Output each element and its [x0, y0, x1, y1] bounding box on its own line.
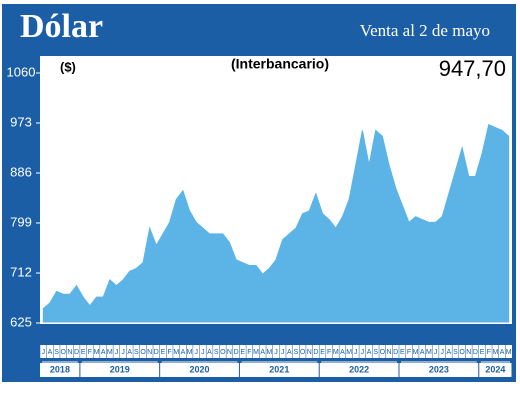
x-tick-label: O [61, 349, 67, 356]
x-tick-label: N [147, 349, 152, 356]
x-tick-label: M [173, 349, 179, 356]
x-tick-label: M [506, 349, 512, 356]
x-tick-label: A [127, 349, 132, 356]
x-tick-label: O [140, 349, 146, 356]
x-tick-label: E [400, 349, 405, 356]
last-value: 947,70 [439, 56, 506, 81]
x-tick-label: M [266, 349, 272, 356]
x-tick-label: S [294, 349, 299, 356]
x-tick-label: E [161, 349, 166, 356]
x-tick-label: J [274, 349, 278, 356]
x-tick-label: J [201, 349, 205, 356]
chart-note: (Interbancario) [231, 56, 329, 72]
x-tick-label: N [227, 349, 232, 356]
y-tick-label: 1060 [7, 64, 36, 79]
x-tick-label: E [81, 349, 86, 356]
axis-strip [40, 345, 512, 358]
x-tick-label: A [101, 349, 106, 356]
x-tick-label: O [220, 349, 226, 356]
x-tick-label: A [181, 349, 186, 356]
y-tick-label: 625 [10, 314, 32, 329]
x-tick-label: S [134, 349, 139, 356]
year-label: 2022 [349, 364, 369, 374]
x-tick-label: M [333, 349, 339, 356]
year-label: 2020 [190, 364, 210, 374]
x-tick-label: D [234, 349, 239, 356]
x-tick-label: M [346, 349, 352, 356]
x-tick-label: J [42, 349, 46, 356]
x-tick-label: J [440, 349, 444, 356]
x-tick-label: S [214, 349, 219, 356]
year-label: 2019 [110, 364, 130, 374]
x-tick-label: S [373, 349, 378, 356]
x-tick-label: M [107, 349, 113, 356]
x-tick-label: D [74, 349, 79, 356]
x-tick-label: M [187, 349, 193, 356]
x-tick-label: J [121, 349, 125, 356]
x-tick-label: N [386, 349, 391, 356]
x-tick-label: J [194, 349, 198, 356]
x-tick-label: O [300, 349, 306, 356]
year-label: 2021 [269, 364, 289, 374]
x-tick-label: J [281, 349, 285, 356]
year-label: 2023 [429, 364, 449, 374]
x-tick-label: D [313, 349, 318, 356]
year-label: 2024 [485, 364, 505, 374]
x-tick-label: A [447, 349, 452, 356]
x-tick-label: A [367, 349, 372, 356]
x-tick-label: A [260, 349, 265, 356]
x-tick-label: M [492, 349, 498, 356]
x-tick-label: A [287, 349, 292, 356]
x-tick-label: A [420, 349, 425, 356]
x-tick-label: E [240, 349, 245, 356]
x-tick-label: M [253, 349, 259, 356]
y-tick-label: 973 [10, 114, 32, 129]
x-tick-label: N [466, 349, 471, 356]
header-band [2, 4, 516, 52]
x-tick-label: J [115, 349, 119, 356]
year-label: 2018 [50, 364, 70, 374]
x-tick-label: N [67, 349, 72, 356]
chart-title: Dólar [20, 8, 103, 45]
x-tick-label: F [327, 349, 331, 356]
x-tick-label: N [307, 349, 312, 356]
x-tick-label: A [48, 349, 53, 356]
x-tick-label: F [88, 349, 92, 356]
x-tick-label: E [320, 349, 325, 356]
x-tick-label: J [434, 349, 438, 356]
year-strip [40, 363, 512, 377]
x-tick-label: O [459, 349, 465, 356]
x-tick-label: F [407, 349, 411, 356]
x-tick-label: F [487, 349, 491, 356]
x-tick-label: M [426, 349, 432, 356]
x-tick-label: S [54, 349, 59, 356]
y-tick-label: 799 [10, 214, 32, 229]
x-tick-label: A [207, 349, 212, 356]
x-tick-label: D [393, 349, 398, 356]
x-tick-label: J [354, 349, 358, 356]
x-tick-label: A [340, 349, 345, 356]
x-tick-label: O [380, 349, 386, 356]
area [42, 124, 510, 324]
x-tick-label: D [473, 349, 478, 356]
x-tick-label: M [413, 349, 419, 356]
y-unit: ($) [60, 59, 76, 74]
chart-subtitle: Venta al 2 de mayo [360, 21, 490, 40]
x-tick-label: S [453, 349, 458, 356]
y-tick-label: 886 [10, 164, 32, 179]
x-tick-label: A [500, 349, 505, 356]
x-tick-label: E [480, 349, 485, 356]
x-tick-label: F [167, 349, 171, 356]
x-tick-label: M [94, 349, 100, 356]
x-tick-label: J [361, 349, 365, 356]
x-tick-label: D [154, 349, 159, 356]
x-tick-label: F [247, 349, 251, 356]
y-tick-label: 712 [10, 264, 32, 279]
